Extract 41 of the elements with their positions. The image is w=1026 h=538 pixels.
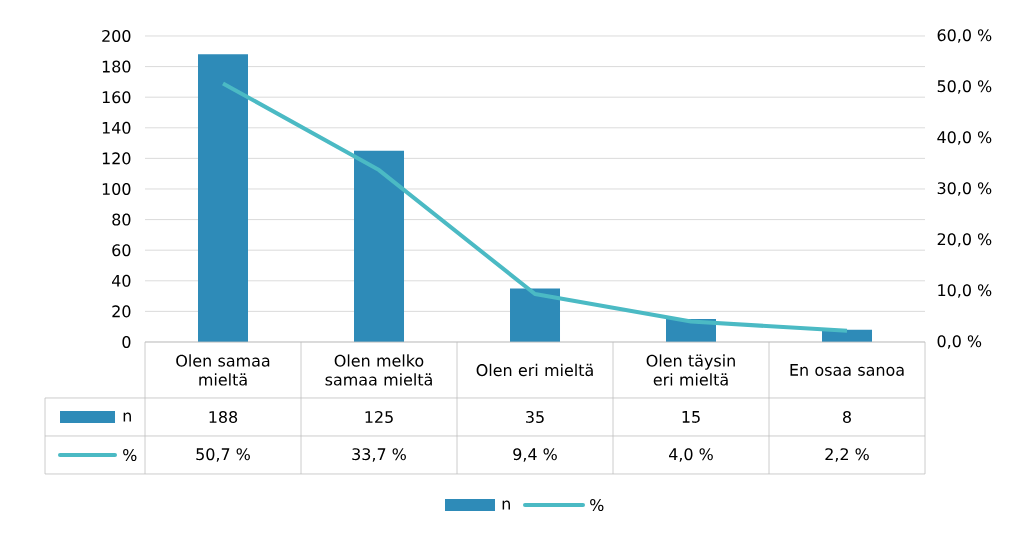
y-tick-label: 100 — [102, 182, 131, 196]
data-label: 4,0 % — [669, 448, 713, 462]
data-label: 33,7 % — [352, 448, 406, 462]
bar — [510, 288, 561, 342]
x-tick-label: Olen eri mieltä — [476, 363, 593, 377]
x-tick-label: Olen melko samaa mieltä — [325, 354, 432, 386]
y-tick-label: 200 — [102, 29, 131, 43]
y-tick-label: 0 — [122, 335, 131, 349]
y-tick-label: 140 — [102, 121, 131, 134]
data-label: 188 — [209, 410, 238, 424]
line-series — [221, 81, 850, 333]
y2-tick-label: 60,0 % — [937, 29, 992, 43]
y2-tick-label: 30,0 % — [937, 182, 992, 196]
y-tick-label: 160 — [102, 91, 131, 104]
data-label: 2,2 % — [825, 448, 869, 462]
bar — [354, 150, 405, 342]
text: % — [590, 498, 604, 512]
x-tick-label: En osaa sanoa — [790, 364, 904, 376]
y2-tick-label: 10,0 % — [938, 284, 992, 298]
data-label: 8 — [843, 410, 851, 424]
y-tick-label: 180 — [102, 60, 131, 73]
data-label: 15 — [682, 411, 700, 423]
y-tick-label: 20 — [112, 305, 131, 318]
data-label: 35 — [526, 410, 544, 424]
y2-tick-label: 40,0 % — [937, 131, 992, 145]
bar — [198, 54, 249, 342]
data-label: 50,7 % — [196, 448, 250, 462]
y-tick-label: 120 — [102, 152, 131, 165]
y2-tick-label: 20,0 % — [937, 233, 992, 247]
y-tick-label: 60 — [112, 244, 131, 257]
data-label: 9,4 % — [513, 448, 557, 462]
x-tick-label: Olen täysin eri mieltä — [646, 354, 735, 386]
data-label: 125 — [365, 410, 393, 424]
legend-label: % — [123, 448, 137, 462]
legend-label: n — [123, 412, 131, 422]
text: n — [502, 500, 510, 510]
y2-tick-label: 50,0 % — [937, 80, 992, 94]
y2-tick-label: 0,0 % — [937, 335, 982, 349]
y-tick-label: 80 — [112, 213, 131, 226]
y-tick-label: 40 — [112, 274, 131, 287]
x-tick-label: Olen samaa mieltä — [176, 354, 270, 386]
